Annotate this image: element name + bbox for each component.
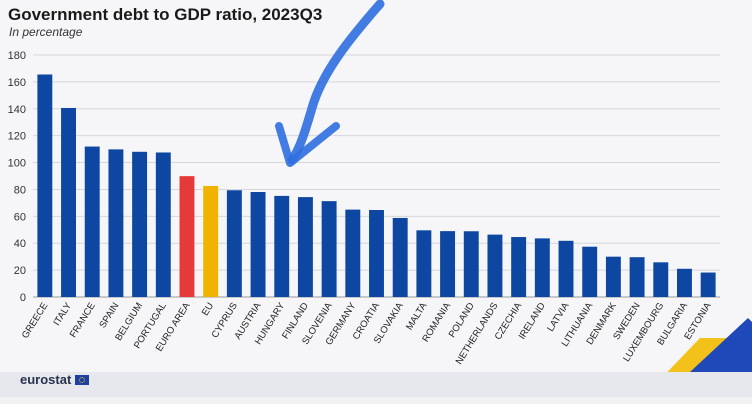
bar-france	[84, 146, 100, 297]
x-tick-label: EU	[200, 301, 216, 318]
bar-italy	[61, 107, 76, 298]
bar-slovenia	[321, 201, 337, 297]
y-tick-label: 60	[14, 211, 26, 223]
bar-ireland	[534, 238, 550, 297]
bar-denmark	[605, 256, 621, 297]
y-tick-label: 0	[20, 292, 26, 304]
bar-croatia	[369, 210, 384, 297]
bar-hungary	[274, 195, 290, 297]
bar-euro-area	[179, 176, 195, 297]
x-tick-label: SPAIN	[97, 301, 121, 331]
bar-cyprus	[226, 190, 242, 297]
y-tick-label: 180	[8, 50, 26, 62]
y-tick-label: 120	[8, 131, 26, 143]
eu-flag-icon	[75, 374, 90, 385]
bar-czechia	[511, 237, 527, 297]
bar-belgium	[132, 151, 148, 297]
x-tick-label: ITALY	[52, 300, 75, 328]
y-tick-label: 100	[8, 158, 26, 170]
bar-malta	[416, 230, 432, 297]
bar-lithuania	[582, 246, 598, 297]
bar-sweden	[629, 257, 645, 297]
chart-title: Government debt to GDP ratio, 2023Q3	[8, 5, 323, 24]
bar-latvia	[558, 240, 574, 297]
bar-netherlands	[487, 234, 503, 297]
eurostat-logo: eurostat	[20, 372, 90, 387]
bar-bulgaria	[677, 268, 692, 297]
y-tick-label: 80	[14, 184, 26, 196]
bar-estonia	[700, 272, 716, 297]
bar-portugal	[155, 152, 171, 297]
bar-greece	[37, 74, 53, 297]
bar-poland	[463, 231, 479, 297]
bar-romania	[440, 231, 456, 297]
bar-austria	[250, 191, 266, 297]
corner-graphic-blue	[690, 318, 752, 372]
annotation-arrow-head	[275, 122, 340, 167]
bar-eu	[203, 185, 219, 297]
bar-finland	[297, 197, 313, 297]
bar-spain	[108, 149, 124, 297]
bottom-strip	[0, 397, 752, 404]
x-tick-label: MALTA	[404, 300, 430, 332]
chart-subtitle: In percentage	[9, 25, 83, 39]
x-tick-label: GREECE	[20, 301, 51, 341]
bar-germany	[345, 209, 361, 297]
eurostat-wordmark: eurostat	[20, 372, 72, 387]
bar-slovakia	[392, 217, 408, 297]
y-tick-label: 140	[8, 104, 26, 116]
y-tick-label: 160	[8, 77, 26, 89]
chart-card: Government debt to GDP ratio, 2023Q3 In …	[0, 0, 752, 372]
annotation-arrow-shaft	[287, 0, 385, 165]
y-tick-label: 20	[14, 265, 26, 277]
bar-luxembourg	[653, 262, 669, 297]
y-tick-label: 40	[14, 238, 26, 250]
